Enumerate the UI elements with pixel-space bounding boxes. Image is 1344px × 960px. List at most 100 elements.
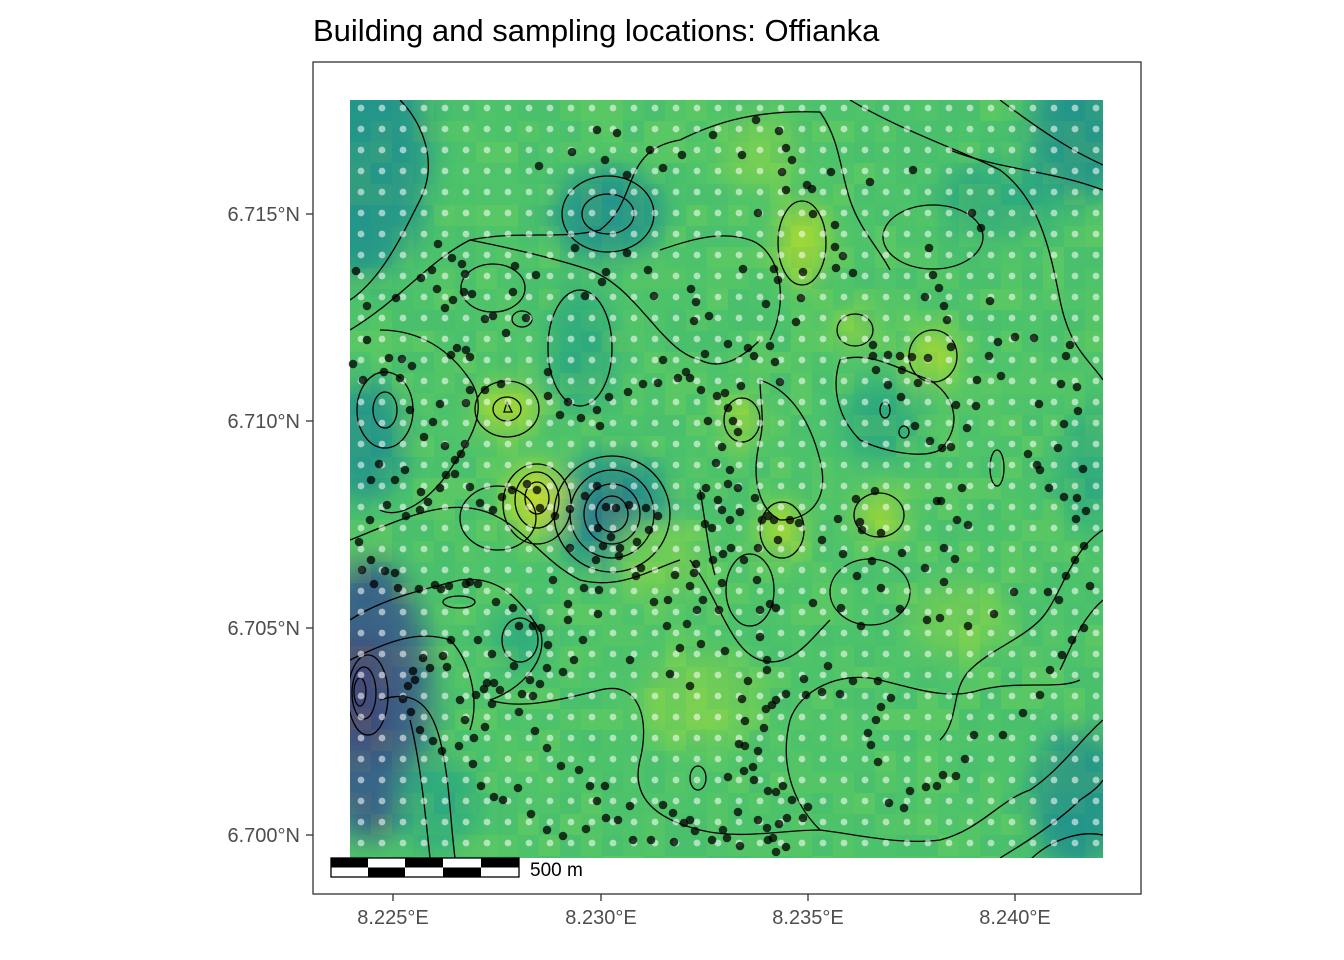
sampling-point: [987, 230, 995, 238]
building-point: [415, 725, 425, 735]
sampling-point: [903, 734, 911, 742]
building-point: [708, 130, 718, 140]
building-point: [761, 704, 771, 714]
sampling-point: [609, 440, 617, 448]
sampling-point: [462, 776, 470, 784]
sampling-point: [420, 608, 428, 616]
sampling-point: [567, 293, 575, 301]
sampling-point: [798, 650, 806, 658]
building-point: [681, 367, 691, 377]
building-point: [703, 416, 713, 426]
sampling-point: [546, 209, 554, 217]
building-point: [600, 781, 610, 791]
sampling-point: [672, 419, 680, 427]
building-point: [950, 554, 960, 564]
building-point: [717, 578, 727, 588]
building-point: [532, 485, 542, 495]
sampling-point: [462, 125, 470, 133]
building-point: [358, 375, 368, 385]
sampling-point: [483, 146, 491, 154]
sampling-point: [1050, 209, 1058, 217]
sampling-point: [567, 377, 575, 385]
sampling-point: [546, 335, 554, 343]
building-point: [612, 128, 622, 138]
sampling-point: [840, 503, 848, 511]
building-point: [450, 469, 460, 479]
building-point: [771, 603, 781, 613]
sampling-point: [840, 125, 848, 133]
building-point: [962, 423, 972, 433]
building-point: [461, 579, 471, 589]
sampling-point: [861, 503, 869, 511]
sampling-point: [840, 524, 848, 532]
sampling-point: [567, 272, 575, 280]
building-point: [416, 273, 426, 283]
sampling-point: [1029, 545, 1037, 553]
sampling-point: [1029, 482, 1037, 490]
sampling-point: [714, 104, 722, 112]
sampling-point: [609, 755, 617, 763]
sampling-point: [630, 587, 638, 595]
sampling-point: [525, 125, 533, 133]
sampling-point: [840, 839, 848, 847]
sampling-point: [693, 377, 701, 385]
sampling-point: [609, 629, 617, 637]
building-point: [838, 549, 848, 559]
sampling-point: [378, 797, 386, 805]
building-point: [379, 367, 389, 377]
sampling-point: [378, 776, 386, 784]
sampling-point: [630, 272, 638, 280]
building-point: [658, 800, 668, 810]
sampling-point: [378, 230, 386, 238]
sampling-point: [525, 713, 533, 721]
sampling-point: [483, 419, 491, 427]
sampling-point: [693, 713, 701, 721]
building-point: [513, 783, 523, 793]
sampling-point: [966, 230, 974, 238]
sampling-point: [693, 398, 701, 406]
building-point: [967, 208, 977, 218]
sampling-point: [735, 251, 743, 259]
sampling-point: [588, 377, 596, 385]
building-point: [398, 694, 408, 704]
building-point: [508, 287, 518, 297]
building-point: [871, 715, 881, 725]
sampling-point: [651, 272, 659, 280]
sampling-point: [903, 377, 911, 385]
sampling-point: [504, 734, 512, 742]
sampling-point: [735, 272, 743, 280]
sampling-point: [525, 335, 533, 343]
y-axis: 6.715°N 6.710°N 6.705°N 6.700°N: [228, 204, 313, 847]
building-point: [480, 385, 490, 395]
sampling-point: [525, 293, 533, 301]
building-point: [556, 761, 566, 771]
sampling-point: [1050, 125, 1058, 133]
sampling-point: [840, 440, 848, 448]
building-point: [440, 441, 450, 451]
sampling-point: [945, 692, 953, 700]
building-point: [592, 481, 602, 491]
sampling-point: [609, 461, 617, 469]
sampling-point: [777, 440, 785, 448]
sampling-point: [483, 608, 491, 616]
sampling-point: [651, 482, 659, 490]
sampling-point: [966, 545, 974, 553]
sampling-point: [651, 545, 659, 553]
sampling-point: [819, 146, 827, 154]
sampling-point: [651, 356, 659, 364]
sampling-point: [630, 188, 638, 196]
sampling-point: [1050, 230, 1058, 238]
building-point: [867, 556, 877, 566]
sampling-point: [714, 755, 722, 763]
building-point: [479, 684, 489, 694]
sampling-point: [378, 398, 386, 406]
sampling-point: [735, 587, 743, 595]
building-point: [771, 787, 781, 797]
sampling-point: [1008, 839, 1016, 847]
sampling-point: [714, 419, 722, 427]
building-point: [393, 583, 403, 593]
sampling-point: [567, 125, 575, 133]
sampling-point: [378, 734, 386, 742]
sampling-point: [861, 440, 869, 448]
building-point: [778, 781, 788, 791]
